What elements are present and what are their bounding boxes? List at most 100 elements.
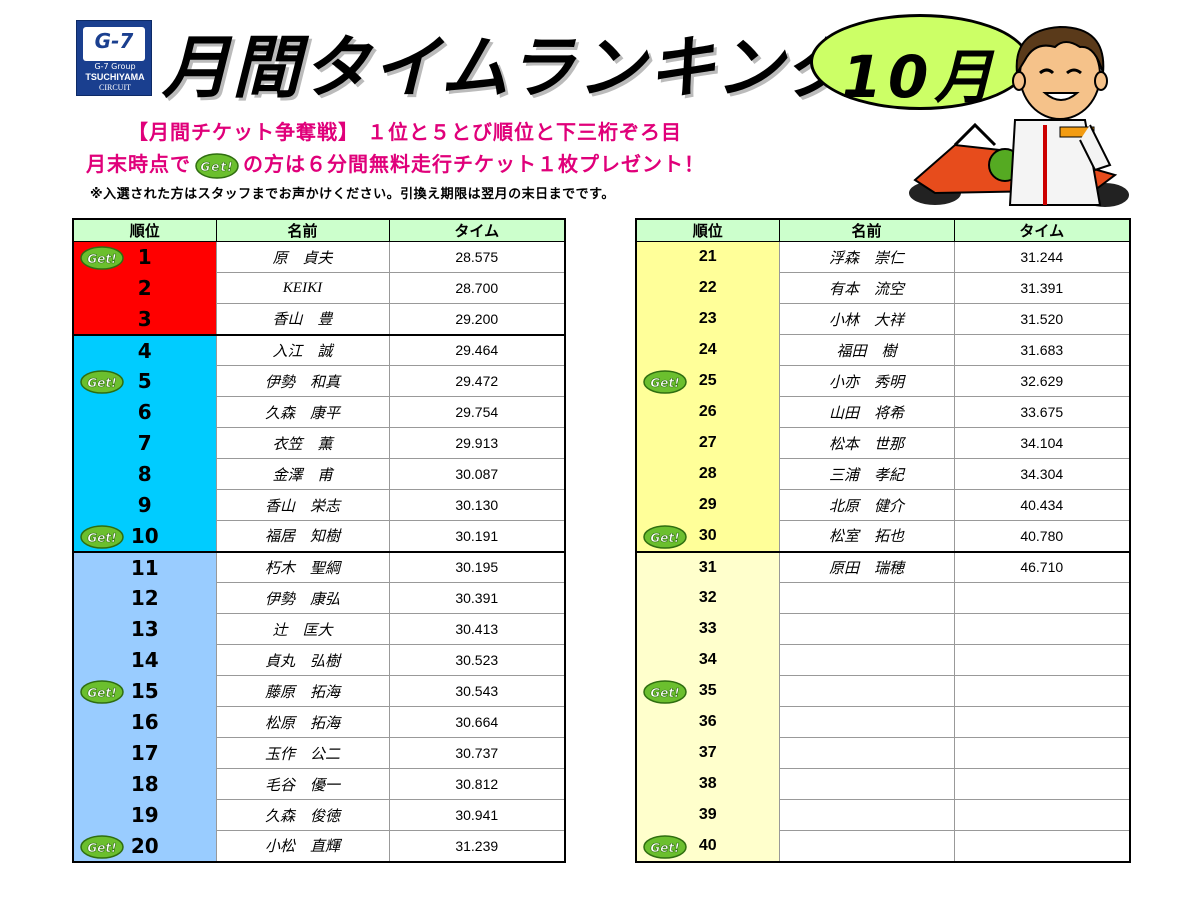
- get-badge-text: Get!: [87, 841, 116, 855]
- driver-name: [779, 768, 955, 800]
- driver-name: 香山 栄志: [216, 489, 390, 521]
- lap-time: 33.675: [954, 396, 1130, 428]
- rank-cell: Get! 10: [73, 520, 217, 552]
- ranking-row: 32: [636, 582, 1130, 614]
- rank-cell: 34: [636, 644, 780, 676]
- lap-time: [954, 675, 1130, 707]
- rank-number: 15: [130, 679, 159, 703]
- get-badge-text: Get!: [200, 160, 233, 174]
- rank-cell: 2: [73, 272, 217, 304]
- rank-cell: 24: [636, 334, 780, 366]
- get-badge-text: Get!: [87, 252, 116, 266]
- rank-cell: Get! 40: [636, 830, 780, 862]
- ranking-row: Get! 20 小松 直輝 31.239: [73, 830, 565, 862]
- lap-time: 30.413: [389, 613, 565, 645]
- rank-cell: 11: [73, 550, 217, 583]
- ranking-row: 22 有本 流空 31.391: [636, 272, 1130, 304]
- driver-name: 小林 大祥: [779, 303, 955, 335]
- lap-time: 28.575: [389, 241, 565, 273]
- lap-time: 31.244: [954, 241, 1130, 273]
- rank-number: 7: [137, 431, 152, 455]
- ranking-row: Get! 25 小亦 秀明 32.629: [636, 365, 1130, 397]
- driver-name: 金澤 甫: [216, 458, 390, 490]
- driver-name: 福居 知樹: [216, 520, 390, 552]
- get-badge-text: Get!: [650, 531, 679, 545]
- driver-name: 浮森 崇仁: [779, 241, 955, 273]
- ranking-row: 34: [636, 644, 1130, 676]
- logo-group: G-7 Group: [94, 62, 136, 71]
- rank-number: 33: [698, 620, 717, 637]
- header-time: タイム: [953, 218, 1131, 242]
- rank-cell: Get! 25: [636, 365, 780, 397]
- lap-time: 31.391: [954, 272, 1130, 304]
- logo-badge: G-7: [83, 27, 145, 61]
- rank-number: 36: [698, 713, 717, 730]
- rank-cell: 14: [73, 644, 217, 676]
- rank-cell: 32: [636, 582, 780, 614]
- ranking-row: 3 香山 豊 29.200: [73, 303, 565, 335]
- ranking-row: Get! 10 福居 知樹 30.191: [73, 520, 565, 552]
- rank-cell: 6: [73, 396, 217, 428]
- driver-name: [779, 830, 955, 862]
- rank-number: 24: [698, 341, 717, 358]
- driver-name: 松室 拓也: [779, 520, 955, 552]
- promo-line-2-pre: 月末時点で: [86, 152, 191, 176]
- driver-name: [779, 613, 955, 645]
- ranking-row: 11 朽木 聖綱 30.195: [73, 550, 565, 583]
- driver-name: 三浦 孝紀: [779, 458, 955, 490]
- rank-number: 35: [698, 682, 717, 699]
- driver-name: 福田 樹: [779, 334, 955, 366]
- rank-number: 4: [137, 338, 152, 363]
- driver-name: 伊勢 康弘: [216, 582, 390, 614]
- lap-time: 46.710: [954, 550, 1130, 583]
- ranking-table-left: 順位 名前 タイム Get! 1 原 貞夫 28.575 2 KEIKI 28.700 3 香山…: [72, 218, 566, 863]
- rank-cell: Get! 15: [73, 675, 217, 707]
- ranking-row: 26 山田 将希 33.675: [636, 396, 1130, 428]
- lap-time: 30.664: [389, 706, 565, 738]
- ranking-row: Get! 1 原 貞夫 28.575: [73, 241, 565, 273]
- rank-cell: 22: [636, 272, 780, 304]
- driver-name: 入江 誠: [216, 333, 390, 366]
- rank-cell: 3: [73, 303, 217, 335]
- rank-number: 39: [698, 806, 717, 823]
- lap-time: 29.464: [389, 333, 565, 366]
- rank-cell: 37: [636, 737, 780, 769]
- driver-name: 小亦 秀明: [779, 365, 955, 397]
- lap-time: [954, 830, 1130, 862]
- get-badge-icon: Get!: [80, 679, 124, 704]
- lap-time: 30.087: [389, 458, 565, 490]
- ranking-row: 37: [636, 737, 1130, 769]
- rank-number: 11: [130, 555, 159, 580]
- ranking-row: 31 原田 瑞穂 46.710: [636, 550, 1130, 583]
- lap-time: 28.700: [389, 272, 565, 304]
- get-badge-icon: Get!: [80, 369, 124, 394]
- lap-time: 30.523: [389, 644, 565, 676]
- lap-time: 29.754: [389, 396, 565, 428]
- ranking-row: 16 松原 拓海 30.664: [73, 706, 565, 738]
- lap-time: 30.130: [389, 489, 565, 521]
- lap-time: 29.200: [389, 303, 565, 335]
- rank-number: 32: [698, 589, 717, 606]
- lap-time: 30.391: [389, 582, 565, 614]
- rank-cell: 18: [73, 768, 217, 800]
- promo-line-2: 月末時点で Get! の方は６分間無料走行チケット１枚プレゼント！: [86, 148, 705, 179]
- rank-cell: 16: [73, 706, 217, 738]
- ranking-row: Get! 35: [636, 675, 1130, 707]
- ranking-row: 33: [636, 613, 1130, 645]
- lap-time: 34.304: [954, 458, 1130, 490]
- get-badge-icon: Get!: [80, 524, 124, 549]
- ranking-row: 36: [636, 706, 1130, 738]
- rank-cell: 27: [636, 427, 780, 459]
- rank-number: 13: [130, 617, 159, 641]
- lap-time: 30.812: [389, 768, 565, 800]
- ranking-row: 12 伊勢 康弘 30.391: [73, 582, 565, 614]
- rank-number: 10: [130, 523, 159, 548]
- driver-name: 衣笠 薫: [216, 427, 390, 459]
- ranking-row: 4 入江 誠 29.464: [73, 333, 565, 366]
- rank-number: 17: [130, 741, 159, 765]
- rank-number: 34: [698, 651, 717, 668]
- lap-time: 40.780: [954, 520, 1130, 552]
- lap-time: 31.239: [389, 830, 565, 862]
- driver-name: 伊勢 和真: [216, 365, 390, 397]
- rank-number: 9: [137, 493, 152, 517]
